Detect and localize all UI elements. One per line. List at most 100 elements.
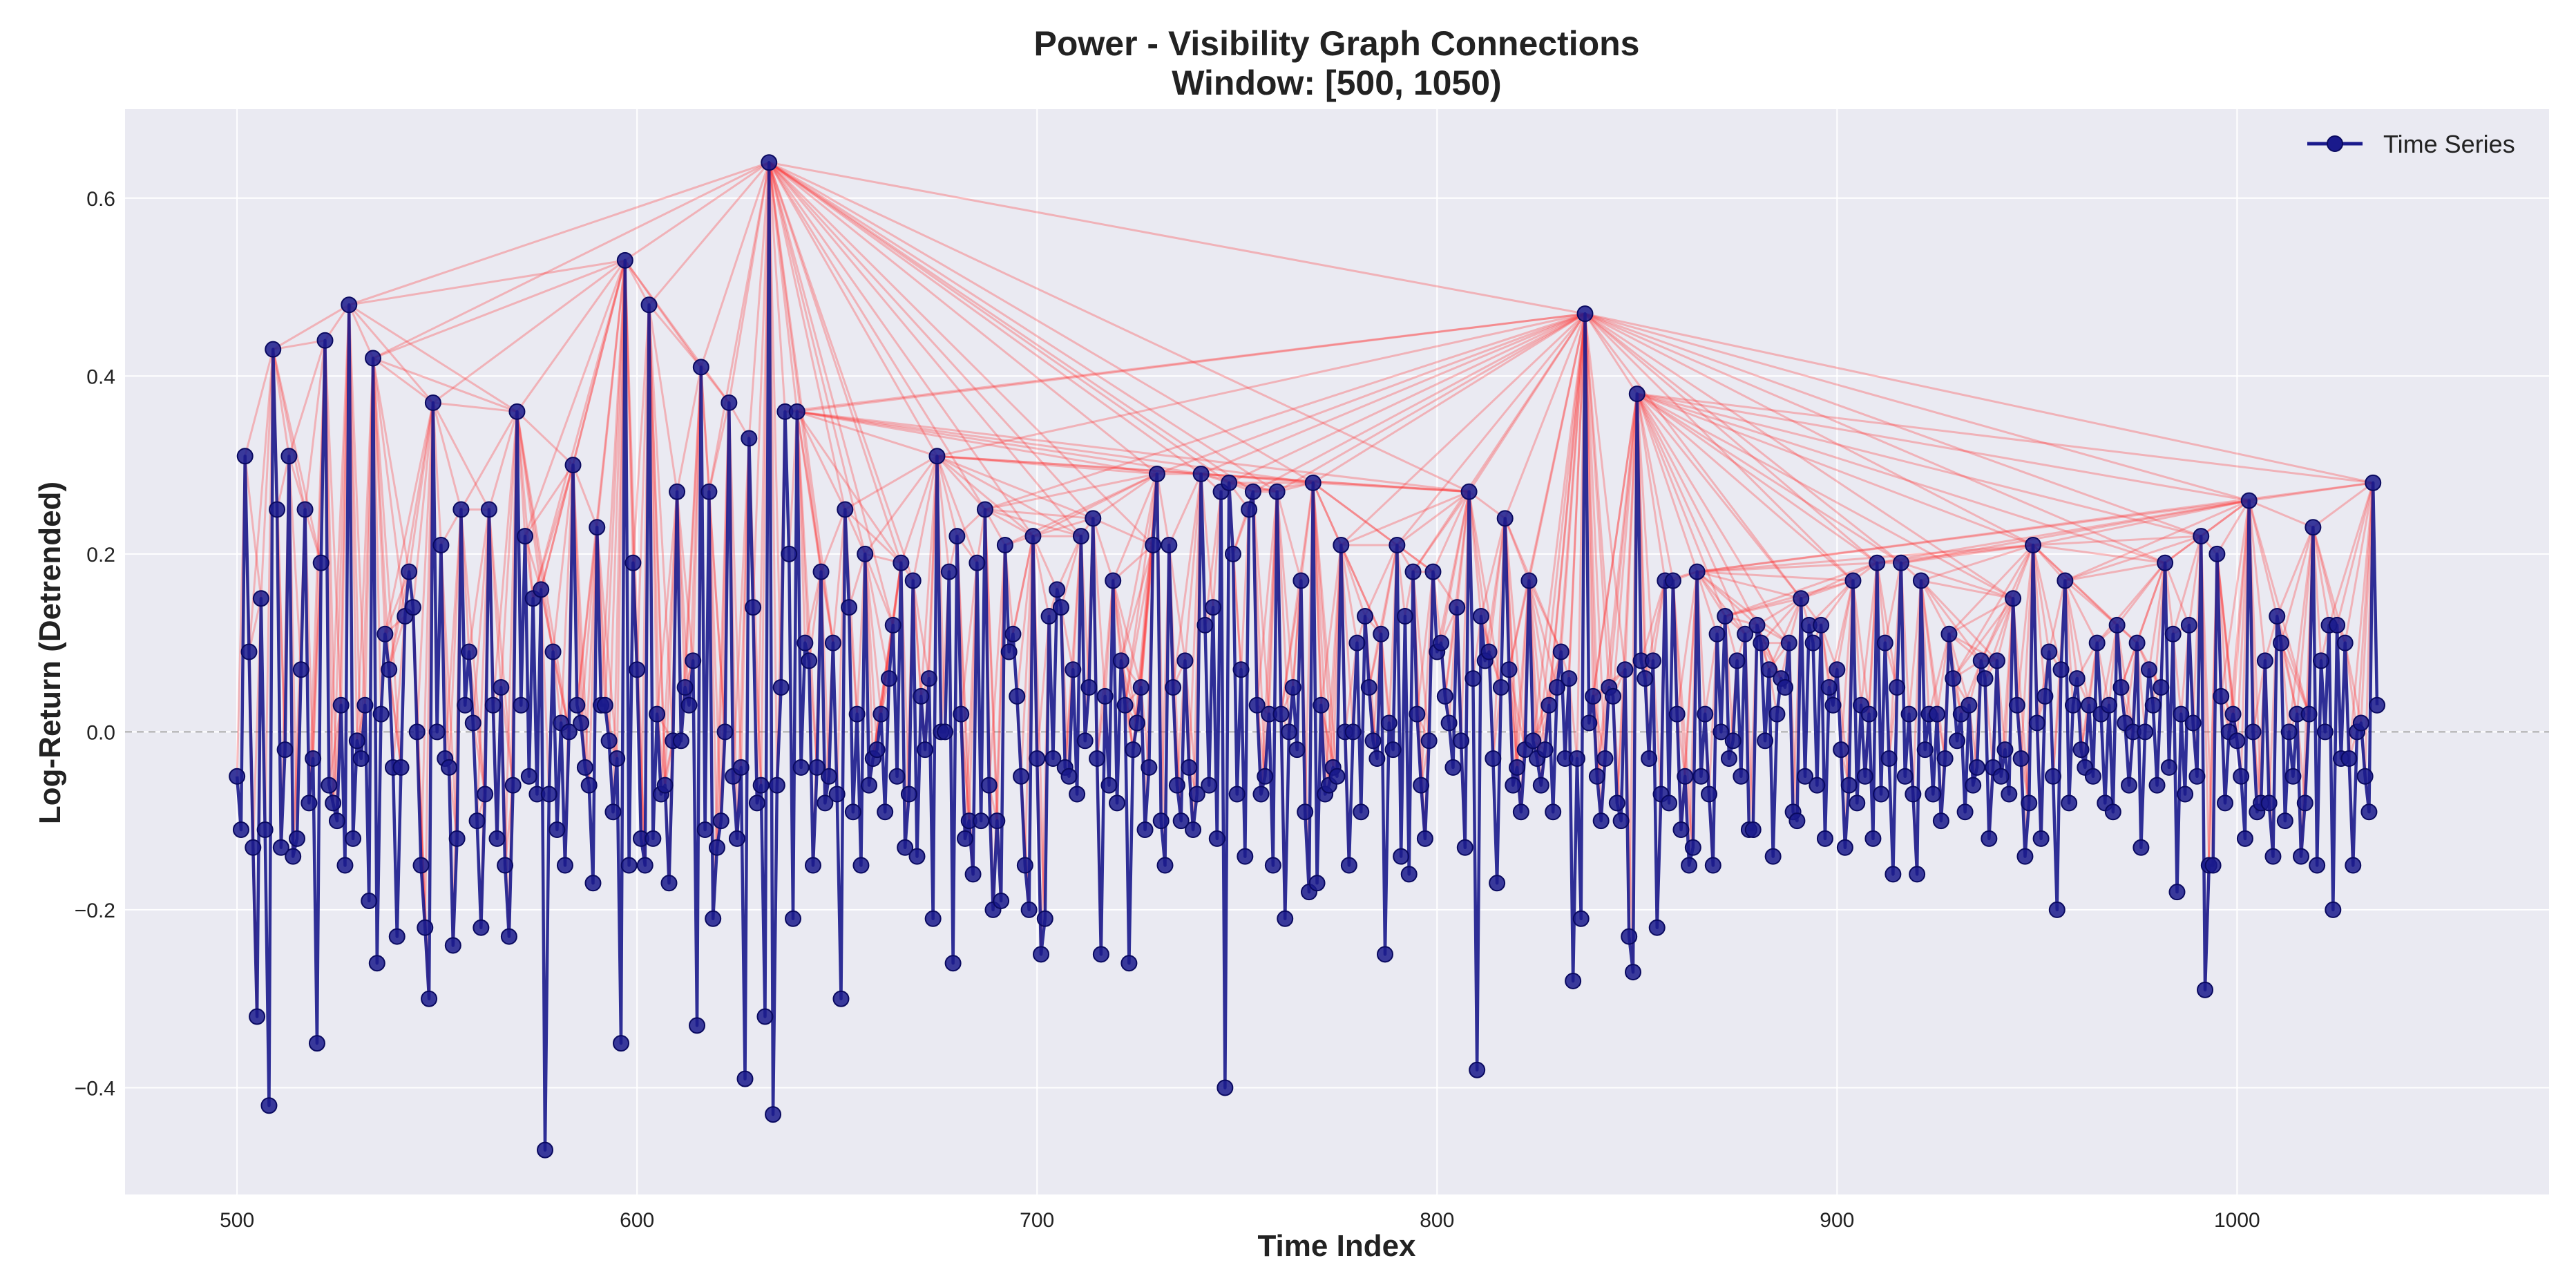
visibility-edge: [1724, 597, 1802, 618]
data-point: [1400, 866, 1418, 883]
visibility-edge: [1488, 518, 1507, 652]
visibility-edge: [700, 367, 727, 732]
visibility-edge: [1636, 392, 1878, 564]
visibility-edge: [372, 357, 434, 404]
data-point: [1344, 723, 1362, 741]
data-point: [1648, 919, 1666, 936]
data-point: [1136, 821, 1154, 839]
data-point: [305, 750, 322, 768]
visibility-edge: [1528, 580, 1563, 653]
data-point: [1044, 750, 1062, 768]
data-point: [477, 786, 494, 803]
visibility-edge: [1860, 562, 1878, 705]
data-point: [1221, 474, 1238, 491]
visibility-edge: [552, 464, 575, 652]
visibility-edge: [287, 456, 303, 670]
visibility-edge: [595, 260, 627, 528]
data-point: [1720, 750, 1737, 768]
visibility-edge: [1851, 580, 1871, 714]
data-point: [1424, 563, 1442, 580]
data-point: [1621, 928, 1638, 945]
data-point: [788, 403, 805, 420]
visibility-edge: [1920, 580, 1950, 635]
data-point: [1089, 750, 1106, 768]
data-point: [708, 839, 725, 856]
data-point: [2133, 839, 2150, 856]
data-point: [1744, 821, 1762, 839]
data-point: [768, 777, 785, 794]
data-point: [1004, 625, 1022, 642]
data-point: [2160, 759, 2177, 776]
visibility-edge: [676, 367, 703, 492]
visibility-edge: [2280, 642, 2298, 714]
data-point: [904, 572, 922, 589]
data-point: [2280, 723, 2298, 741]
data-point: [1464, 670, 1482, 687]
data-point: [1780, 634, 1797, 651]
data-point: [1572, 910, 1590, 927]
data-point: [480, 501, 497, 518]
visibility-edge: [595, 527, 618, 759]
data-point: [1965, 777, 1982, 794]
visibility-edge: [1724, 580, 1853, 618]
data-point: [2041, 643, 2058, 660]
data-point: [2112, 679, 2130, 696]
visibility-edge: [1928, 634, 1950, 715]
visibility-edge: [580, 527, 598, 723]
visibility-edge: [516, 260, 627, 412]
visibility-edge: [864, 553, 890, 679]
data-point: [1033, 946, 1050, 963]
data-point: [2025, 536, 2042, 553]
data-point: [917, 741, 934, 759]
visibility-edge: [1948, 544, 2034, 635]
visibility-edge: [1339, 544, 1382, 635]
data-point: [1864, 830, 1882, 847]
data-point: [872, 705, 890, 723]
visibility-edge: [347, 305, 366, 705]
data-point: [452, 501, 470, 518]
visibility-edge: [516, 410, 574, 466]
data-point: [229, 768, 246, 785]
data-point: [1284, 679, 1301, 696]
visibility-edge: [1584, 314, 1626, 670]
data-point: [2153, 679, 2170, 696]
visibility-edge: [796, 410, 902, 564]
visibility-edge: [2249, 499, 2313, 529]
data-point: [948, 528, 966, 545]
data-point: [741, 430, 758, 447]
data-point: [1072, 528, 1089, 545]
data-point: [2101, 696, 2118, 714]
data-point: [645, 830, 662, 847]
data-point: [2336, 634, 2354, 651]
legend-marker-swatch: [2327, 135, 2343, 152]
visibility-edge: [936, 455, 1082, 537]
data-point: [2168, 884, 2186, 901]
visibility-edge: [1536, 314, 1586, 759]
data-point: [2193, 528, 2210, 545]
visibility-edge: [2063, 580, 2079, 679]
chart-title-line2: Window: [500, 1050): [1172, 64, 1501, 102]
data-point: [1704, 857, 1721, 874]
data-point: [1988, 652, 2005, 669]
visibility-edge: [912, 580, 931, 679]
data-point: [1804, 634, 1822, 651]
data-point: [1460, 483, 1478, 500]
visibility-edge: [624, 260, 730, 403]
visibility-edge: [515, 411, 571, 732]
visibility-edge: [2344, 482, 2374, 643]
data-point: [1753, 634, 1770, 651]
data-point: [1624, 964, 1641, 981]
visibility-edge: [767, 162, 846, 510]
visibility-edge: [1033, 517, 1094, 537]
data-point: [1905, 786, 1922, 803]
visibility-edge: [540, 589, 555, 652]
data-point: [888, 768, 906, 785]
visibility-edge: [1820, 580, 1854, 626]
visibility-edge: [935, 456, 951, 572]
data-point: [1960, 696, 1978, 714]
visibility-edge: [432, 402, 490, 511]
visibility-edge: [1607, 393, 1639, 688]
visibility-edge: [936, 455, 986, 511]
visibility-edge: [872, 562, 902, 759]
visibility-edge: [768, 161, 1585, 315]
